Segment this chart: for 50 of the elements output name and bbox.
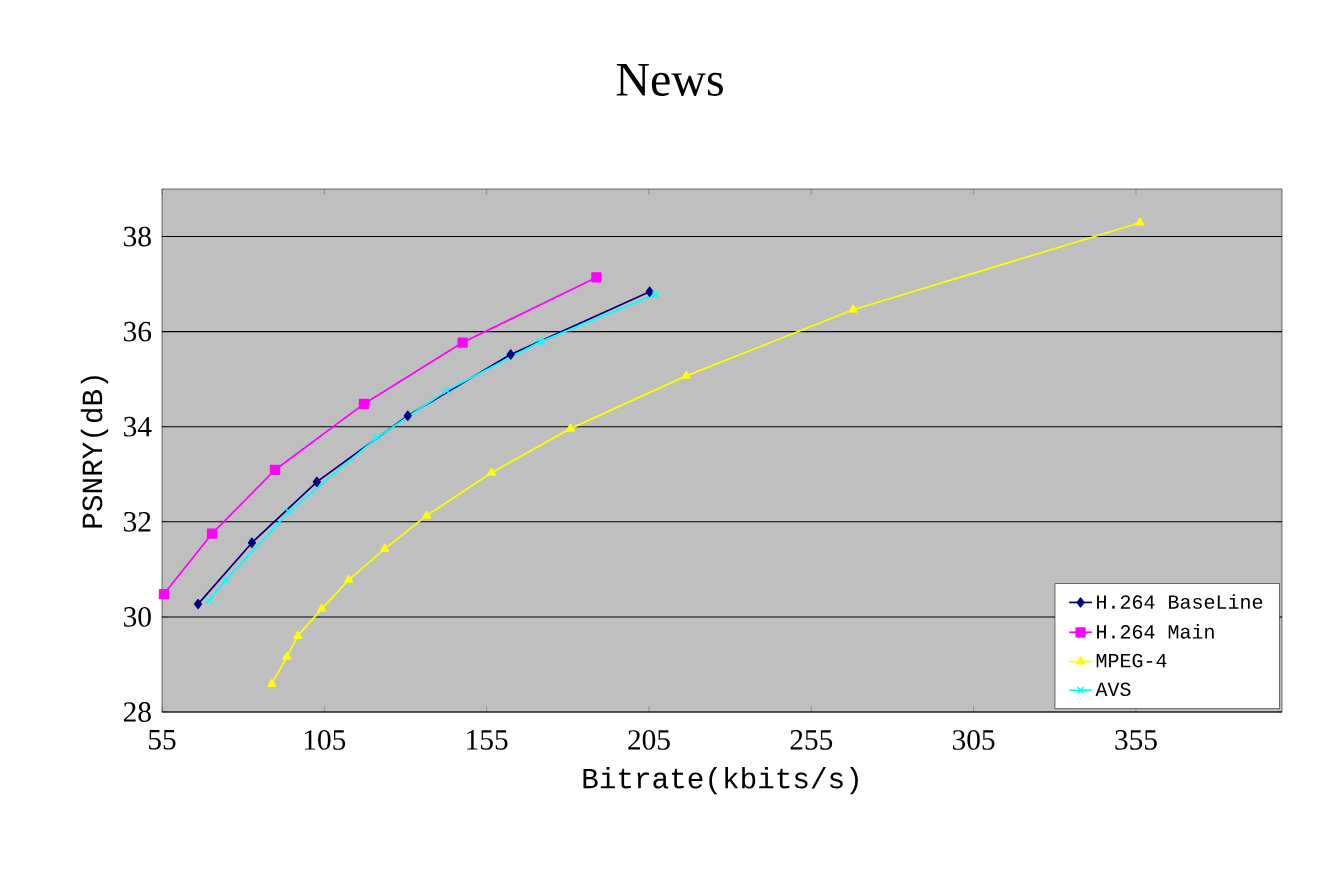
point (344, 574, 354, 583)
point (403, 410, 412, 421)
point (206, 528, 218, 539)
point (282, 651, 292, 660)
legend-label: MPEG-4 (1096, 653, 1167, 668)
point (293, 630, 303, 639)
point (848, 304, 858, 313)
legend-label: AVS (1095, 682, 1131, 697)
x-tick-label: 355 (1115, 730, 1157, 750)
x-tick-label: 55 (149, 730, 176, 750)
point (247, 537, 256, 548)
y-tick-label: 34 (124, 416, 152, 437)
y-tick-label: 32 (124, 511, 151, 532)
x-tick-label: 105 (304, 730, 346, 750)
x-tick-label: 155 (467, 730, 508, 750)
point (536, 337, 545, 346)
point (442, 386, 451, 395)
point (681, 370, 691, 379)
point (486, 467, 497, 476)
point (457, 337, 468, 348)
point (591, 272, 602, 283)
y-axis-title: PSNRY(dB) (80, 376, 109, 528)
point (205, 596, 213, 605)
point (317, 603, 327, 612)
x-axis-title: Bitrate(kbits/s) (583, 766, 858, 795)
x-tick-label: 205 (628, 730, 670, 750)
point (312, 476, 321, 488)
y-tick-label: 28 (123, 702, 151, 722)
legend-label: H.264 BaseLine (1097, 594, 1263, 609)
point (285, 507, 293, 516)
point (380, 543, 390, 552)
point (222, 575, 230, 584)
y-tick-label: 36 (124, 321, 152, 342)
point (645, 286, 654, 297)
x-tick-label: 255 (790, 730, 833, 750)
point (267, 678, 277, 687)
point (158, 588, 170, 600)
point (422, 510, 432, 519)
chart-title: News (616, 64, 723, 96)
point (358, 398, 370, 410)
legend-label: H.264 Main (1097, 624, 1214, 639)
point (565, 423, 575, 432)
y-tick-label: 30 (124, 607, 151, 627)
point (506, 349, 515, 360)
y-tick-label: 38 (124, 226, 151, 247)
x-tick-label: 305 (953, 730, 995, 750)
point (269, 464, 281, 476)
point (193, 598, 203, 610)
point (1135, 217, 1145, 226)
point (651, 290, 660, 299)
